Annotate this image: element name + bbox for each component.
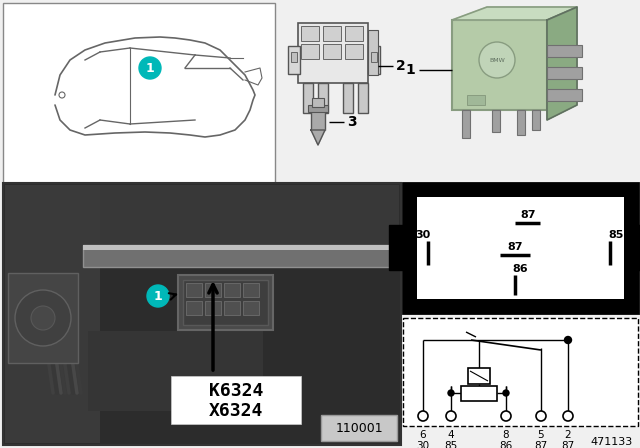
Text: 8: 8: [502, 430, 509, 440]
Bar: [83, 245, 399, 250]
Bar: [298, 23, 368, 83]
Text: 86: 86: [512, 264, 528, 274]
Bar: [183, 280, 268, 325]
Bar: [371, 52, 377, 62]
Bar: [368, 46, 380, 74]
Bar: [3, 183, 401, 445]
Bar: [323, 44, 341, 59]
Bar: [547, 67, 582, 79]
Bar: [301, 44, 319, 59]
Circle shape: [536, 411, 546, 421]
Bar: [308, 105, 328, 112]
Bar: [243, 301, 259, 315]
Text: 30: 30: [417, 441, 429, 448]
Polygon shape: [452, 7, 577, 20]
Text: 87: 87: [561, 441, 575, 448]
Bar: [186, 283, 202, 297]
Bar: [291, 52, 297, 62]
Text: 1: 1: [405, 63, 415, 77]
Bar: [323, 26, 341, 41]
Circle shape: [31, 306, 55, 330]
Bar: [83, 245, 399, 267]
Bar: [517, 110, 525, 135]
Bar: [368, 30, 378, 75]
Text: 87: 87: [508, 242, 523, 252]
Circle shape: [503, 390, 509, 396]
Bar: [318, 83, 328, 113]
Bar: [358, 83, 368, 113]
Bar: [205, 283, 221, 297]
Bar: [301, 26, 319, 41]
Bar: [462, 110, 470, 138]
Bar: [311, 110, 325, 130]
Circle shape: [563, 411, 573, 421]
Bar: [205, 301, 221, 315]
Polygon shape: [547, 7, 577, 120]
Text: BMW: BMW: [489, 57, 505, 63]
Text: 85: 85: [444, 441, 458, 448]
Bar: [467, 95, 485, 105]
Text: 3: 3: [347, 115, 356, 129]
Text: 110001: 110001: [335, 422, 383, 435]
Text: 1: 1: [146, 61, 154, 74]
Text: 6: 6: [420, 430, 426, 440]
Text: 86: 86: [499, 441, 513, 448]
Bar: [178, 275, 273, 330]
Bar: [452, 20, 547, 110]
Circle shape: [418, 411, 428, 421]
Bar: [3, 3, 275, 183]
Circle shape: [59, 92, 65, 98]
Bar: [389, 225, 403, 270]
Text: 1: 1: [154, 289, 163, 302]
Bar: [492, 110, 500, 132]
Text: 2: 2: [396, 59, 406, 73]
Bar: [403, 183, 638, 313]
Text: X6324: X6324: [209, 402, 263, 420]
Bar: [547, 45, 582, 57]
Bar: [403, 318, 638, 426]
Bar: [345, 44, 363, 59]
Circle shape: [479, 42, 515, 78]
Bar: [288, 46, 300, 74]
Text: 2: 2: [564, 430, 572, 440]
Bar: [5, 185, 399, 255]
Circle shape: [15, 290, 71, 346]
Text: 4: 4: [448, 430, 454, 440]
Bar: [343, 83, 353, 113]
Text: 30: 30: [415, 230, 431, 240]
Circle shape: [501, 411, 511, 421]
Bar: [461, 386, 497, 401]
Bar: [468, 368, 490, 384]
Bar: [345, 26, 363, 41]
Bar: [532, 110, 540, 130]
Bar: [243, 283, 259, 297]
Bar: [186, 301, 202, 315]
Bar: [88, 331, 263, 411]
Text: 87: 87: [520, 210, 536, 220]
Bar: [547, 89, 582, 101]
Bar: [638, 225, 640, 270]
Circle shape: [448, 390, 454, 396]
Circle shape: [139, 57, 161, 79]
Circle shape: [446, 411, 456, 421]
Bar: [312, 98, 324, 107]
Text: 85: 85: [608, 230, 624, 240]
Text: 5: 5: [538, 430, 544, 440]
Bar: [303, 83, 313, 113]
Text: K6324: K6324: [209, 382, 263, 400]
Bar: [417, 197, 624, 299]
Bar: [321, 415, 397, 441]
Bar: [8, 273, 78, 363]
Bar: [171, 376, 301, 424]
Polygon shape: [311, 130, 325, 145]
Circle shape: [147, 285, 169, 307]
Bar: [224, 301, 240, 315]
Bar: [5, 185, 100, 443]
Circle shape: [564, 336, 572, 344]
Text: 87: 87: [534, 441, 548, 448]
Bar: [224, 283, 240, 297]
Text: 471133: 471133: [591, 437, 633, 447]
